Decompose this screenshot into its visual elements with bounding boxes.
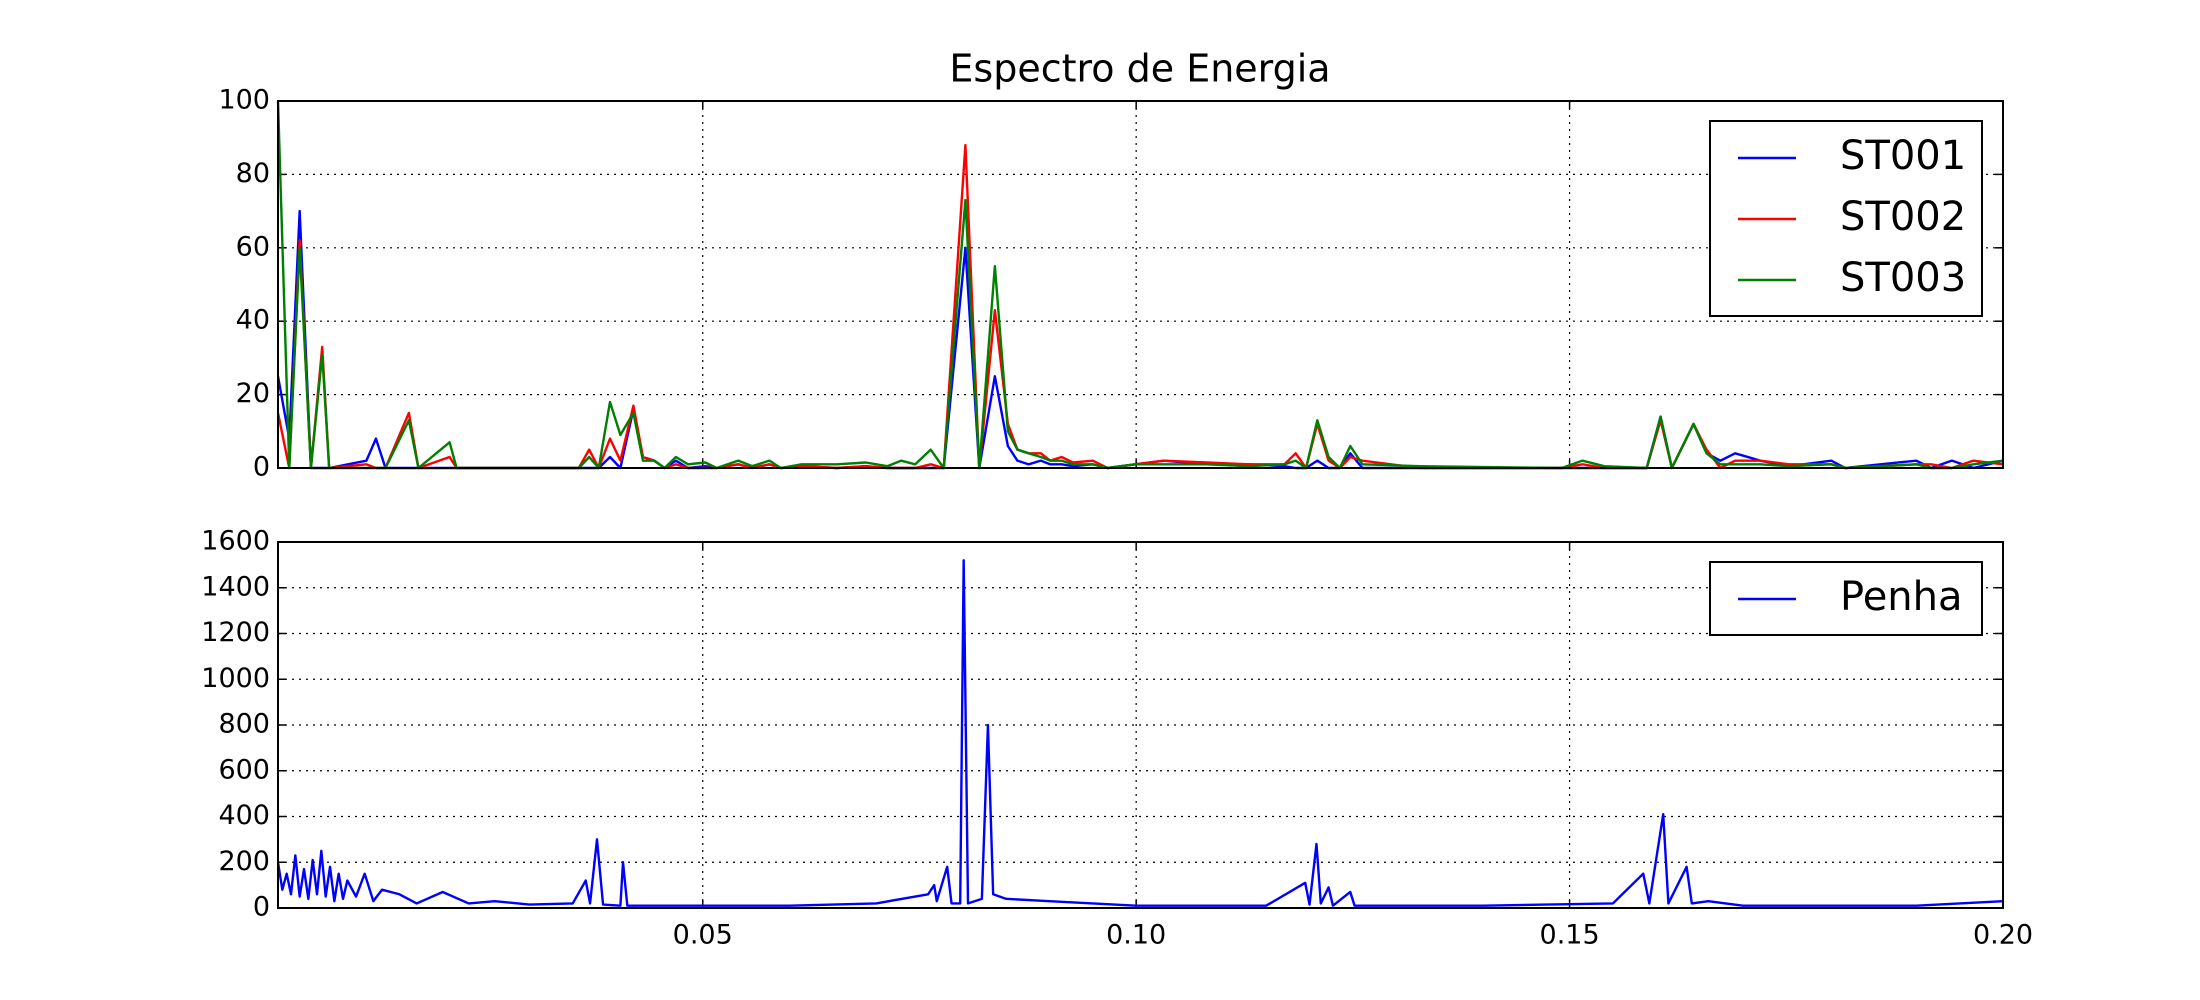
x-tick-label: 0.05 [673, 920, 733, 951]
y-tick-label: 600 [218, 754, 270, 785]
legend-label: Penha [1840, 574, 1963, 620]
y-tick-label: 1600 [201, 526, 270, 557]
y-tick-label: 200 [218, 846, 270, 877]
x-tick-label: 0.15 [1540, 920, 1600, 951]
y-tick-label: 100 [218, 85, 270, 116]
y-tick-label: 40 [236, 305, 270, 336]
plot-frame [277, 100, 2004, 469]
y-tick-label: 1400 [201, 571, 270, 602]
data-line [276, 559, 2004, 907]
data-line [276, 100, 2004, 470]
legend-label: ST001 [1840, 133, 1966, 179]
plot-frame [277, 541, 2004, 909]
y-tick-label: 800 [218, 709, 270, 740]
y-tick-label: 1000 [201, 663, 270, 694]
chart-title: Espectro de Energia [949, 47, 1330, 91]
legend-label: ST003 [1840, 255, 1966, 301]
legend-label: ST002 [1840, 194, 1966, 240]
y-tick-label: 60 [236, 231, 270, 262]
x-tick-label: 0.20 [1973, 920, 2033, 951]
x-tick-label: 0.10 [1106, 920, 1166, 951]
y-tick-label: 0 [253, 892, 270, 923]
y-tick-label: 1200 [201, 617, 270, 648]
y-tick-label: 20 [236, 378, 270, 409]
y-tick-label: 80 [236, 158, 270, 189]
y-tick-label: 400 [218, 800, 270, 831]
y-tick-label: 0 [253, 452, 270, 483]
